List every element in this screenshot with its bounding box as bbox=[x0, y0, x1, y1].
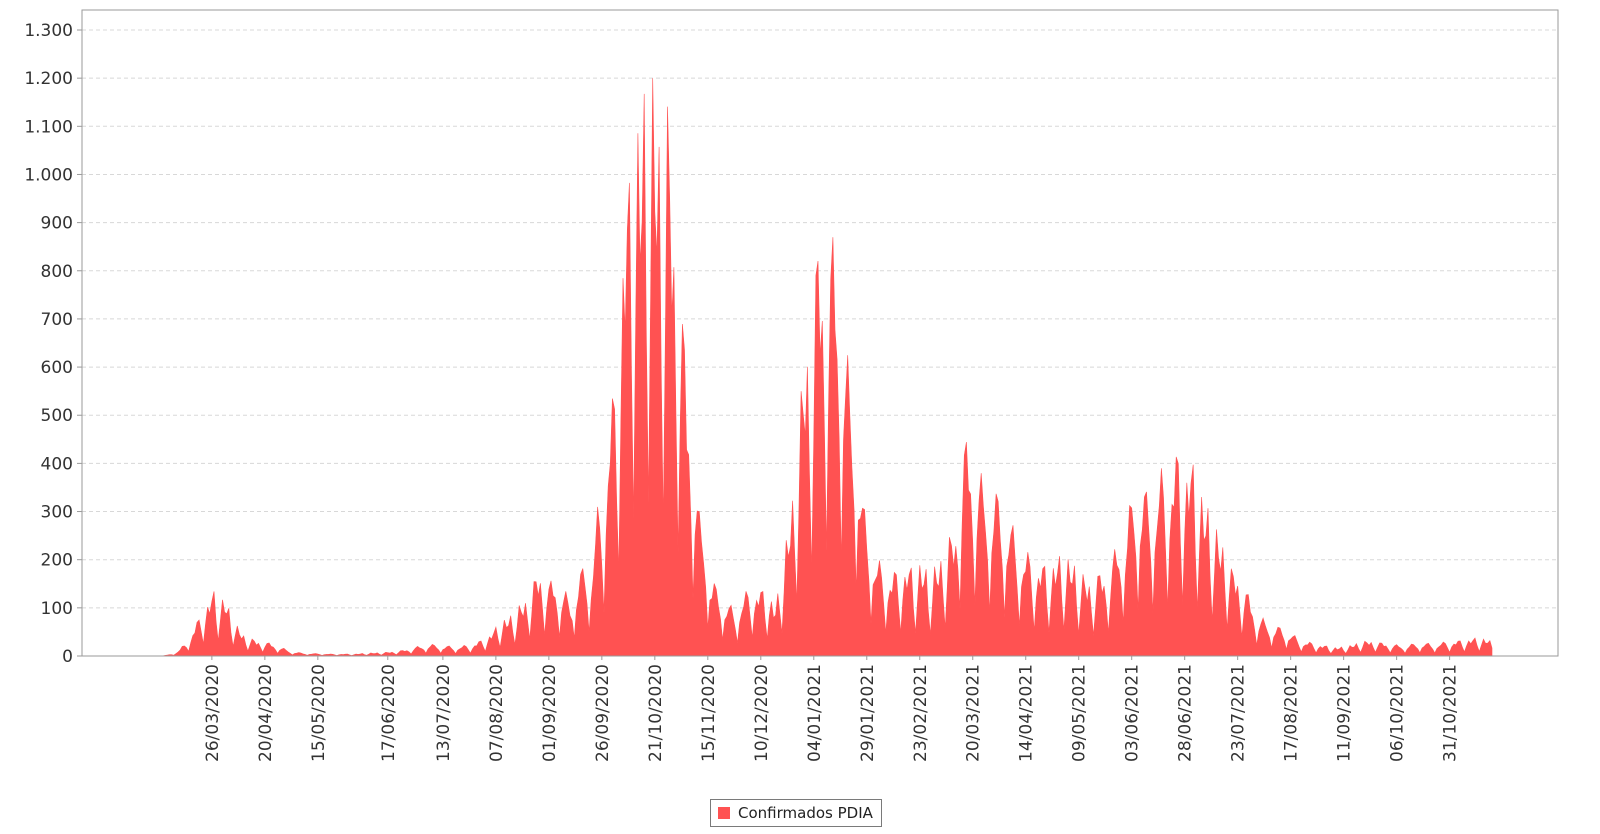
x-tick-label: 20/04/2020 bbox=[256, 664, 276, 762]
y-tick-label: 700 bbox=[41, 310, 73, 330]
x-tick-label: 04/01/2021 bbox=[805, 664, 825, 762]
x-tick-label: 26/09/2020 bbox=[593, 664, 613, 762]
x-tick-label: 17/08/2021 bbox=[1282, 664, 1302, 762]
series-area-layer bbox=[160, 78, 1493, 657]
y-tick-label: 800 bbox=[41, 262, 73, 282]
series-area-confirmados-pdia bbox=[160, 78, 1493, 657]
x-tick-label: 15/05/2020 bbox=[309, 664, 329, 762]
y-tick-label: 300 bbox=[41, 503, 73, 523]
y-tick-label: 1.200 bbox=[24, 69, 73, 89]
y-tick-label: 1.000 bbox=[24, 165, 73, 185]
x-tick-label: 17/06/2020 bbox=[379, 664, 399, 762]
y-tick-label: 1.300 bbox=[24, 21, 73, 41]
x-tick-label: 09/05/2021 bbox=[1070, 664, 1090, 762]
x-tick-label: 10/12/2020 bbox=[752, 664, 772, 762]
y-tick-label: 400 bbox=[41, 454, 73, 474]
x-tick-label: 20/03/2021 bbox=[964, 664, 984, 762]
x-tick-label: 13/07/2020 bbox=[434, 664, 454, 762]
x-tick-label: 21/10/2020 bbox=[646, 664, 666, 762]
y-tick-label: 600 bbox=[41, 358, 73, 378]
x-tick-label: 23/07/2021 bbox=[1229, 664, 1249, 762]
legend-swatch bbox=[718, 807, 730, 819]
x-tick-label: 29/01/2021 bbox=[858, 664, 878, 762]
x-tick-label: 06/10/2021 bbox=[1388, 664, 1408, 762]
x-tick-label: 23/02/2021 bbox=[911, 664, 931, 762]
y-tick-label: 0 bbox=[62, 647, 73, 667]
y-tick-label: 500 bbox=[41, 406, 73, 426]
x-tick-label: 28/06/2021 bbox=[1176, 664, 1196, 762]
y-tick-label: 1.100 bbox=[24, 117, 73, 137]
y-tick-label: 200 bbox=[41, 551, 73, 571]
y-tick-label: 900 bbox=[41, 214, 73, 234]
x-tick-label: 31/10/2021 bbox=[1441, 664, 1461, 762]
x-tick-label: 15/11/2020 bbox=[699, 664, 719, 762]
x-tick-label: 01/09/2020 bbox=[540, 664, 560, 762]
plot-area-frame bbox=[81, 9, 1559, 657]
y-tick-label: 100 bbox=[41, 599, 73, 619]
x-tick-label: 07/08/2020 bbox=[487, 664, 507, 762]
x-tick-label: 11/09/2021 bbox=[1335, 664, 1355, 762]
x-tick-label: 03/06/2021 bbox=[1123, 664, 1143, 762]
x-tick-label: 26/03/2020 bbox=[203, 664, 223, 762]
legend: Confirmados PDIA bbox=[710, 799, 882, 827]
legend-label: Confirmados PDIA bbox=[738, 804, 873, 822]
x-tick-label: 14/04/2021 bbox=[1017, 664, 1037, 762]
y-axis: 0 100 200 300 400 500 600 700 800 900 1.000 1.100 1.… bbox=[24, 21, 82, 667]
x-axis: 26/03/2020 20/04/2020 15/05/2020 17/06/2020… bbox=[203, 656, 1461, 762]
